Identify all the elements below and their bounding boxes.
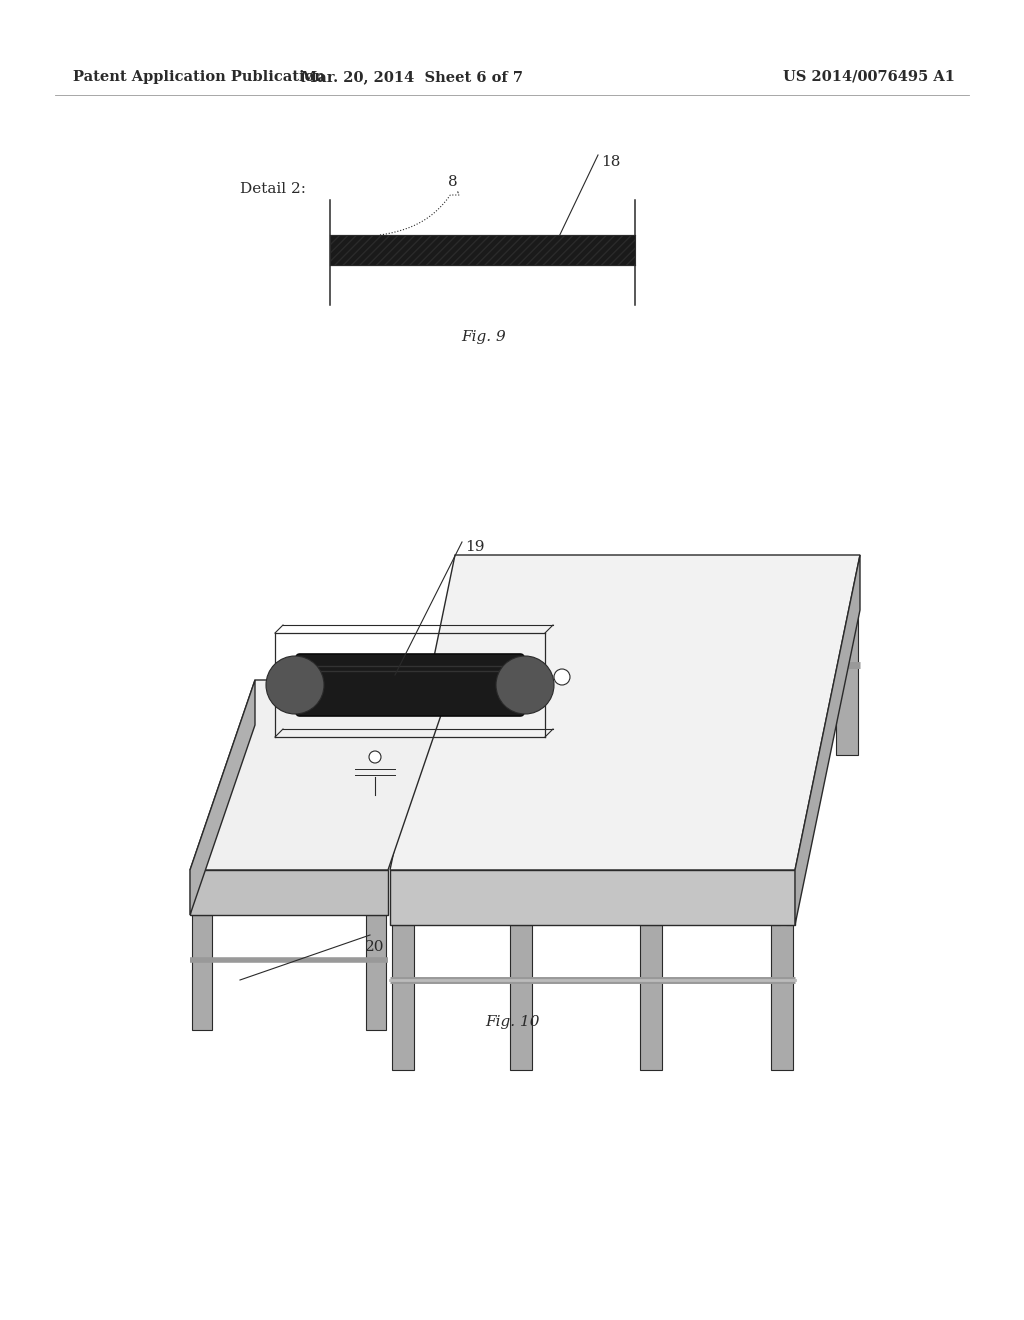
Circle shape — [266, 656, 324, 714]
Text: 18: 18 — [601, 154, 621, 169]
Polygon shape — [190, 870, 388, 915]
FancyBboxPatch shape — [296, 653, 524, 715]
Bar — [193, 915, 212, 1030]
Bar — [457, 610, 479, 755]
Bar — [392, 925, 414, 1071]
Bar — [366, 915, 386, 1030]
Polygon shape — [390, 554, 860, 870]
Polygon shape — [390, 870, 795, 925]
Text: Detail 2:: Detail 2: — [240, 182, 306, 195]
Polygon shape — [795, 554, 860, 925]
Text: Fig. 9: Fig. 9 — [462, 330, 507, 345]
Text: 8: 8 — [449, 176, 458, 189]
Text: 19: 19 — [465, 540, 484, 554]
Circle shape — [369, 751, 381, 763]
Bar — [640, 925, 662, 1071]
Polygon shape — [190, 680, 255, 915]
Circle shape — [554, 669, 570, 685]
Bar — [257, 725, 278, 840]
Bar — [836, 610, 858, 755]
Bar — [431, 725, 451, 840]
Text: Mar. 20, 2014  Sheet 6 of 7: Mar. 20, 2014 Sheet 6 of 7 — [301, 70, 523, 84]
Bar — [705, 610, 727, 755]
Text: Fig. 10: Fig. 10 — [484, 1015, 540, 1030]
Circle shape — [496, 656, 554, 714]
Text: Patent Application Publication: Patent Application Publication — [73, 70, 325, 84]
Bar — [575, 610, 597, 755]
Text: US 2014/0076495 A1: US 2014/0076495 A1 — [783, 70, 955, 84]
Text: 20: 20 — [365, 940, 384, 954]
Bar — [771, 925, 793, 1071]
Bar — [510, 925, 532, 1071]
Bar — [330, 235, 635, 265]
Polygon shape — [190, 680, 453, 870]
